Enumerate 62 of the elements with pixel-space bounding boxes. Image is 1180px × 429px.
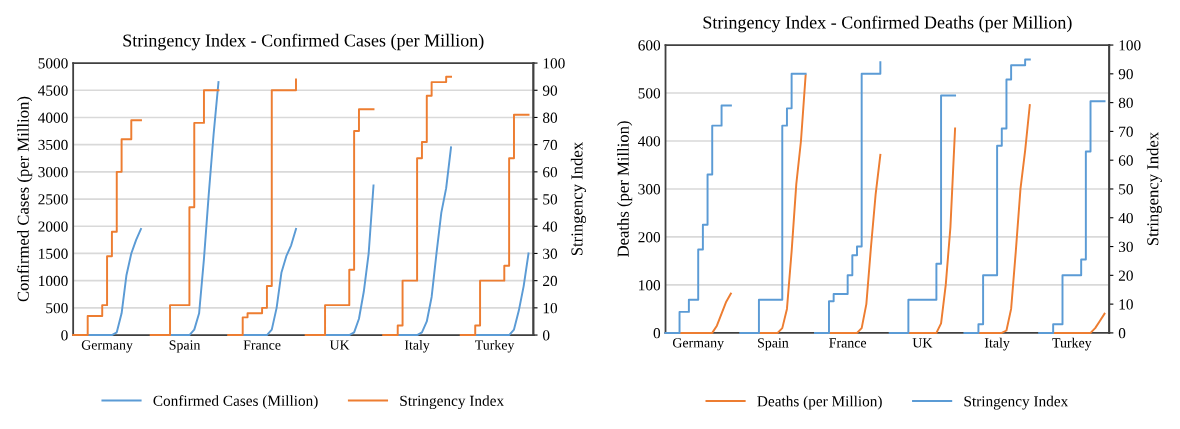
y-tick-label: 500 [638, 88, 661, 99]
legend-label: Stringency Index [964, 395, 1069, 410]
y-axis-title: Deaths (per Million) [617, 121, 633, 257]
y-axis-title: Confirmed Cases (per Million) [16, 96, 33, 302]
y2-tick-label: 10 [543, 302, 558, 314]
y2-tick-label: 30 [1118, 241, 1133, 252]
y-tick-label: 4500 [38, 85, 68, 96]
y2-tick-label: 80 [542, 112, 558, 123]
y2-tick-label: 70 [543, 139, 558, 151]
y2-tick-label: 90 [542, 85, 558, 96]
y2-tick-label: 60 [543, 167, 558, 178]
y2-tick-label: 40 [1118, 212, 1133, 224]
x-tick-label: UK [912, 338, 933, 348]
y2-tick-label: 0 [542, 330, 550, 341]
y-tick-label: 3000 [38, 167, 68, 178]
chart-title: Stringency Index - Confirmed Cases (per Million) [123, 33, 484, 51]
x-tick-label: Spain [758, 338, 789, 351]
x-tick-label: Turkey [1052, 337, 1092, 351]
y-tick-label: 1500 [39, 248, 68, 259]
y2-tick-label: 100 [543, 58, 565, 69]
x-tick-label: Turkey [475, 339, 515, 353]
y-tick-label: 600 [638, 40, 661, 51]
x-tick-label: France [243, 340, 281, 350]
y2-axis-title: Stringency Index [1146, 132, 1162, 246]
y2-tick-label: 100 [1119, 40, 1141, 51]
y2-tick-label: 50 [543, 194, 558, 205]
y-tick-label: 2000 [38, 221, 68, 232]
y2-tick-label: 90 [1118, 68, 1133, 80]
x-tick-label: Italy [984, 337, 1010, 351]
y2-tick-label: 0 [1118, 328, 1126, 339]
y-tick-label: 1000 [39, 275, 68, 287]
y-tick-label: 300 [638, 184, 661, 195]
y2-tick-label: 50 [1119, 184, 1133, 195]
y-tick-label: 500 [46, 302, 68, 314]
y-tick-label: 400 [638, 136, 661, 147]
y2-tick-label: 70 [1119, 126, 1133, 137]
y2-axis-title: Stringency Index [570, 142, 587, 256]
legend-label: Stringency Index [400, 395, 504, 410]
y2-tick-label: 80 [1118, 97, 1133, 109]
y2-tick-label: 20 [1118, 270, 1133, 281]
y2-tick-label: 30 [543, 248, 558, 259]
y-tick-label: 5000 [38, 58, 68, 69]
legend-label: Deaths (per Million) [757, 395, 882, 410]
y2-tick-label: 40 [542, 221, 558, 232]
y-tick-label: 0 [61, 330, 68, 341]
y-tick-label: 3500 [38, 139, 68, 151]
y-tick-label: 2500 [38, 194, 68, 205]
y2-tick-label: 20 [543, 275, 558, 287]
x-tick-label: Spain [169, 340, 201, 353]
y2-tick-label: 10 [1119, 299, 1133, 310]
y-tick-label: 200 [638, 232, 661, 243]
x-tick-label: UK [329, 340, 350, 350]
chart-title: Stringency Index - Confirmed Deaths (per Million) [703, 15, 1072, 33]
y2-tick-label: 60 [1118, 155, 1133, 166]
y-tick-label: 4000 [38, 112, 68, 123]
y-tick-label: 0 [653, 328, 661, 339]
legend-label: Confirmed Cases (Million) [153, 395, 318, 410]
y-tick-label: 100 [639, 280, 661, 291]
x-tick-label: Germany [81, 340, 133, 353]
x-tick-label: France [829, 338, 867, 348]
x-tick-label: Germany [672, 338, 724, 351]
x-tick-label: Italy [404, 339, 430, 353]
